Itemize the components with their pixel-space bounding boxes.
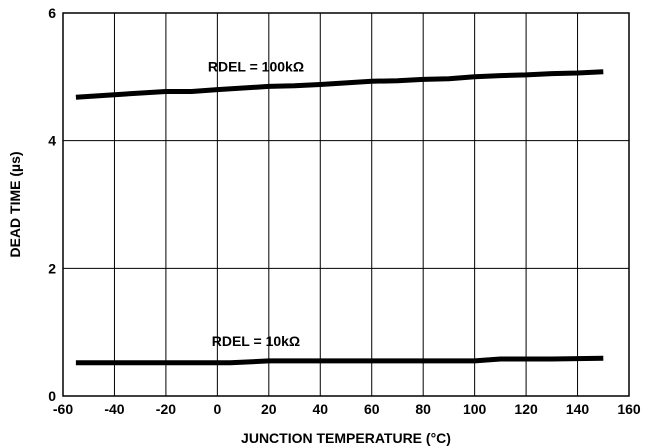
x-tick-label: 140 <box>566 401 590 417</box>
x-tick-label: 120 <box>514 401 538 417</box>
grid <box>63 13 629 396</box>
y-tick-label: 2 <box>48 260 56 276</box>
plot-area-frame <box>62 12 630 397</box>
x-tick-label: -60 <box>53 401 73 417</box>
series-line-rdel-100k <box>75 69 604 100</box>
x-tick-label: -40 <box>104 401 124 417</box>
y-tick-label: 0 <box>48 388 56 404</box>
y-tick-label: 4 <box>48 133 56 149</box>
x-tick-label: 100 <box>463 401 487 417</box>
series-label-rdel-10k: RDEL = 10kΩ <box>212 333 300 349</box>
x-tick-label: 80 <box>415 401 431 417</box>
x-tick-labels: -60 -40 -20 0 20 40 60 80 100 120 140 160 <box>53 401 641 417</box>
y-tick-labels: 0 2 4 6 <box>48 5 56 404</box>
series-label-rdel-100k: RDEL = 100kΩ <box>208 59 304 75</box>
x-tick-label: 160 <box>617 401 641 417</box>
x-tick-label: 20 <box>261 401 277 417</box>
x-tick-label: -20 <box>156 401 176 417</box>
x-tick-label: 40 <box>312 401 328 417</box>
y-tick-label: 6 <box>48 5 56 21</box>
x-tick-label: 60 <box>364 401 380 417</box>
x-axis-label: JUNCTION TEMPERATURE (°C) <box>241 430 451 446</box>
series-line-rdel-10k <box>75 355 604 366</box>
y-axis-label: DEAD TIME (µs) <box>7 151 23 257</box>
series-layer <box>75 69 604 366</box>
x-tick-label: 0 <box>213 401 221 417</box>
